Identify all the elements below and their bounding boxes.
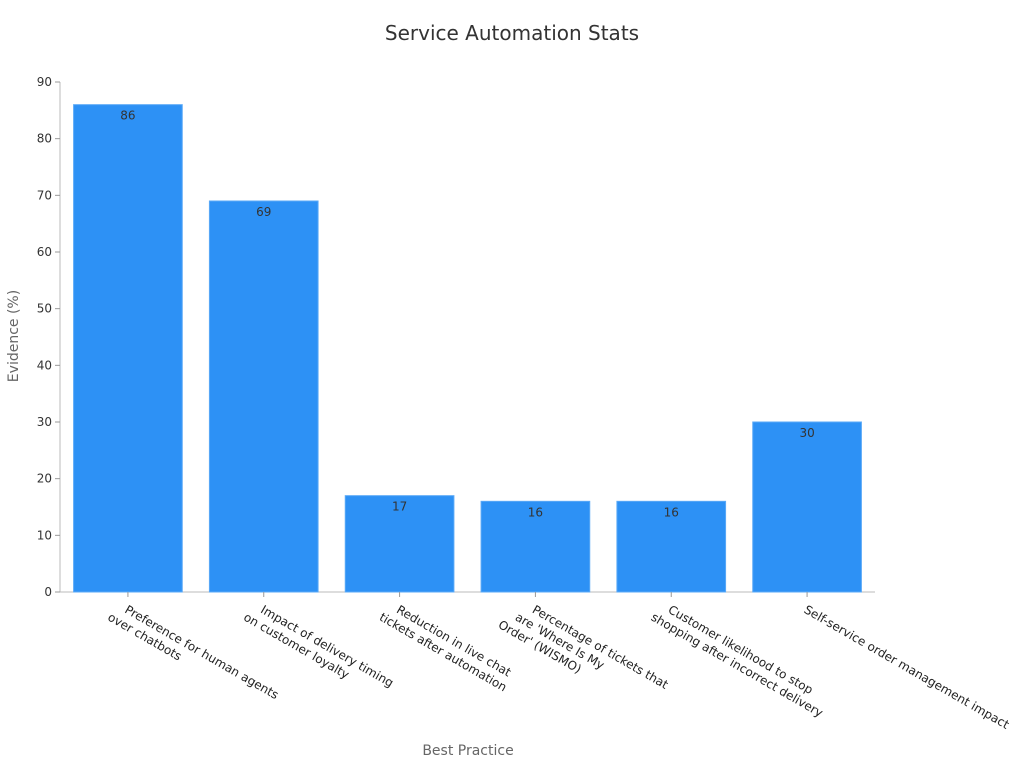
bar-value-label: 86	[120, 109, 135, 123]
axes	[59, 82, 875, 593]
x-tick-label: Reduction in live chattickets after auto…	[377, 597, 517, 694]
x-ticks: Preference for human agentsover chatbots…	[105, 591, 1012, 732]
x-axis-label: Best Practice	[422, 743, 513, 759]
y-tick-label: 80	[37, 132, 52, 146]
bar	[480, 500, 591, 593]
bar-value-label: 17	[392, 500, 407, 514]
y-tick-label: 30	[37, 415, 52, 429]
y-tick-label: 0	[44, 585, 52, 599]
y-tick-label: 40	[37, 358, 52, 372]
bar	[616, 500, 727, 593]
y-tick-label: 20	[37, 472, 52, 486]
bar	[208, 200, 319, 593]
x-tick-label-line: Customer likelihood to stop	[666, 602, 816, 697]
x-tick-label: Percentage of tickets thatare 'Where Is …	[496, 591, 671, 717]
chart-title: Service Automation Stats	[385, 21, 639, 45]
bar	[344, 495, 455, 593]
x-tick-label-line: Self-service order management impact	[802, 602, 1012, 731]
bar-labels: 86 69 17 16 16 30	[120, 109, 814, 520]
y-tick-label: 10	[37, 528, 52, 542]
y-tick-label: 70	[37, 188, 52, 202]
y-ticks: 0 10 20 30 40 50 60 70 80 90	[37, 75, 60, 599]
y-axis-label: Evidence (%)	[6, 290, 22, 382]
bar-value-label: 69	[256, 205, 271, 219]
bar	[73, 104, 183, 593]
bars	[73, 104, 862, 593]
bar-value-label: 16	[664, 505, 679, 519]
x-tick-label-line: tickets after automation	[377, 610, 509, 694]
y-tick-label: 90	[37, 75, 52, 89]
y-tick-label: 50	[37, 302, 52, 316]
bar-value-label: 16	[528, 505, 543, 519]
x-tick-label: Self-service order management impact	[802, 602, 1012, 731]
bar	[752, 421, 862, 593]
x-tick-label-line: shopping after incorrect delivery	[649, 610, 826, 720]
y-tick-label: 60	[37, 245, 52, 259]
bar-value-label: 30	[799, 426, 814, 440]
x-tick-label-line: Impact of delivery timing	[258, 602, 396, 690]
